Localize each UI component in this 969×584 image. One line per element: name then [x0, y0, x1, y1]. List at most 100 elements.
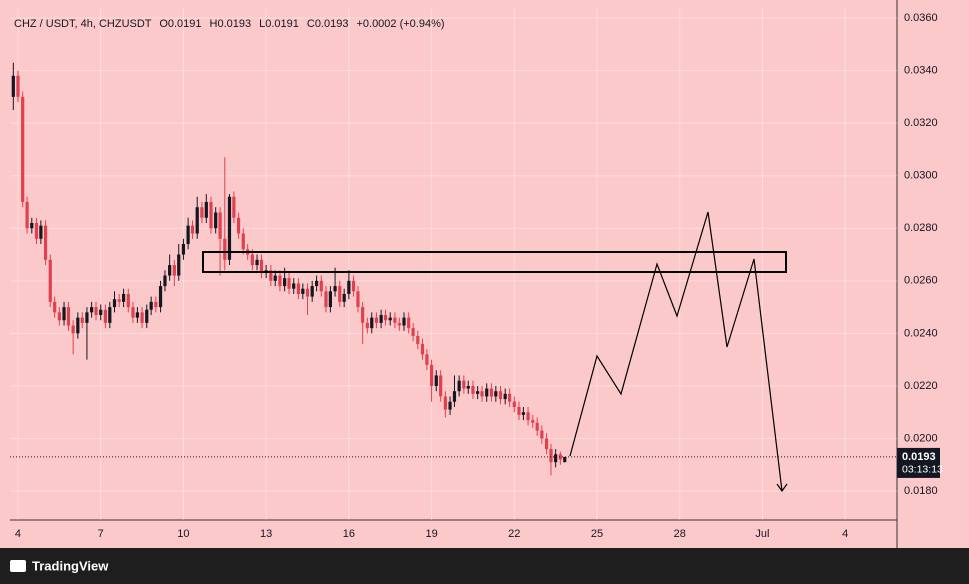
candle-body — [356, 291, 360, 308]
candle-body — [236, 217, 241, 234]
candle-body — [466, 385, 470, 389]
countdown-label: 03:13:13 — [902, 464, 943, 476]
x-tick-label: 10 — [177, 528, 189, 540]
y-tick-label: 0.0240 — [904, 327, 938, 339]
candle-body — [338, 286, 342, 302]
candle-body — [218, 212, 222, 239]
candle-body — [498, 391, 503, 400]
candle-body — [407, 317, 411, 329]
candle-body — [388, 317, 392, 321]
footer-logo: TradingView — [10, 558, 109, 573]
candle-body — [190, 225, 195, 234]
logo-icon — [10, 560, 26, 572]
candle-body — [554, 454, 558, 463]
candle-body — [558, 454, 562, 460]
y-tick-label: 0.0340 — [904, 64, 938, 76]
candle-body — [310, 286, 314, 297]
candle-body — [393, 317, 397, 323]
zone-rectangle — [202, 251, 787, 273]
candle-body — [333, 286, 337, 292]
legend-item: H0.0193 — [210, 18, 252, 30]
legend-item: L0.0191 — [259, 18, 299, 30]
candle-body — [508, 393, 512, 402]
candle-body — [255, 259, 259, 266]
candle-body — [39, 225, 43, 239]
candle-body — [30, 222, 34, 229]
candle-body — [535, 422, 539, 431]
candle-body — [149, 301, 153, 310]
candle-body — [43, 225, 48, 260]
grid — [10, 8, 897, 520]
y-tick-label: 0.0180 — [904, 485, 938, 497]
candle-body — [383, 314, 388, 321]
projection-path — [569, 211, 783, 492]
candle-body — [232, 196, 236, 218]
legend-item: CHZ / USDT, 4h, CHZUSDT — [14, 18, 152, 30]
candle-body — [443, 396, 447, 410]
x-tick-label: 19 — [425, 528, 437, 540]
candle-body — [16, 75, 20, 97]
candle-body — [314, 280, 319, 287]
candle-body — [90, 307, 94, 313]
y-tick-label: 0.0220 — [904, 380, 938, 392]
candle-body — [273, 275, 277, 281]
candle-body — [342, 293, 346, 302]
candle-body — [301, 288, 305, 294]
candle-body — [85, 312, 89, 323]
candle-body — [328, 291, 332, 308]
x-tick-label: 4 — [842, 528, 848, 540]
x-tick-label: 16 — [343, 528, 355, 540]
projection-arrowhead — [776, 483, 788, 493]
candle-body — [324, 291, 328, 308]
candle-body — [494, 391, 498, 397]
candle-body — [397, 322, 401, 326]
candle-body — [62, 307, 66, 321]
candle-body — [448, 401, 452, 410]
candle-body — [351, 280, 356, 292]
last-price-label: 0.0193 — [902, 451, 936, 463]
candle-body — [158, 286, 163, 308]
candle-body — [200, 207, 204, 218]
candle-body — [227, 196, 232, 260]
candle-body — [374, 317, 379, 323]
candle-body — [512, 401, 516, 407]
symbol-legend: CHZ / USDT, 4h, CHZUSDT O0.0191 H0.0193 L0.… — [14, 18, 445, 30]
candle-body — [259, 259, 264, 273]
candle-body — [489, 388, 494, 397]
candle-body — [53, 301, 57, 313]
candle-body — [209, 201, 213, 229]
candle-body — [195, 207, 199, 234]
candle-body — [347, 280, 351, 294]
candle-body — [485, 388, 489, 397]
y-tick-label: 0.0200 — [904, 432, 938, 444]
x-tick-label: 13 — [260, 528, 272, 540]
candle-body — [439, 375, 443, 397]
candle-body — [476, 391, 480, 394]
candle-body — [168, 265, 172, 276]
x-tick-label: 28 — [674, 528, 686, 540]
candle-body — [283, 278, 287, 287]
legend-item: +0.0002 (+0.94%) — [356, 18, 444, 30]
x-tick-label: 22 — [508, 528, 520, 540]
candle-body — [126, 293, 130, 308]
candle-body — [361, 307, 365, 323]
candle-body — [131, 307, 135, 318]
candle-body — [416, 336, 420, 344]
legend-item: O0.0191 — [159, 18, 201, 30]
candle-body — [540, 430, 544, 439]
y-tick-label: 0.0360 — [904, 12, 938, 24]
candle-body — [186, 225, 190, 245]
candle-body — [402, 317, 406, 326]
candle-body — [434, 375, 438, 386]
x-tick-label: Jul — [755, 528, 769, 540]
candle-body — [420, 343, 425, 355]
candle-body — [370, 317, 374, 329]
candle-body — [204, 201, 208, 218]
candle-body — [21, 96, 25, 202]
candle-body — [25, 201, 29, 229]
candle-body — [526, 412, 530, 421]
candle-body — [457, 380, 461, 392]
candle-body — [471, 385, 475, 394]
candle-body — [140, 312, 144, 323]
